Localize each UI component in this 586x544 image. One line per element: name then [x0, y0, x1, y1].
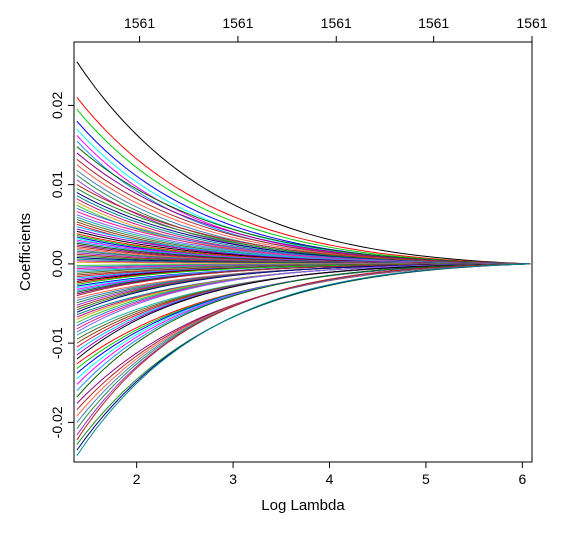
- x-tick-label: 5: [422, 471, 430, 487]
- x-axis-bottom: 2 3 4 5 6: [133, 462, 527, 487]
- top-tick-label: 1561: [222, 15, 253, 31]
- coefficient-paths: [77, 62, 530, 456]
- regularization-path-chart: 23456 -0.02-0.010.000.010.02 15611561156…: [0, 0, 586, 544]
- coefficient-path: [77, 264, 530, 343]
- top-tick-label: 1561: [321, 15, 352, 31]
- y-tick-label: -0.01: [49, 327, 65, 359]
- top-tick-label: 1561: [418, 15, 449, 31]
- y-axis-left: -0.02 -0.01 0.00 0.01 0.02: [49, 92, 74, 439]
- x-tick-label: 6: [518, 471, 526, 487]
- x-tick-label: 2: [133, 471, 141, 487]
- y-axis-label: Coefficients: [17, 213, 34, 291]
- y-tick-label: 0.00: [49, 250, 65, 277]
- y-tick-label: 0.02: [49, 92, 65, 119]
- top-tick-label: 1561: [124, 15, 155, 31]
- x-axis-top: 1561 1561 1561 1561 1561: [124, 15, 548, 42]
- y-tick-label: -0.02: [49, 406, 65, 438]
- x-tick-label: 3: [229, 471, 237, 487]
- x-tick-label: 4: [326, 471, 334, 487]
- top-tick-label: 1561: [516, 15, 547, 31]
- y-tick-label: 0.01: [49, 171, 65, 198]
- chart-svg: 23456 -0.02-0.010.000.010.02 15611561156…: [0, 0, 586, 544]
- x-axis-label: Log Lambda: [261, 497, 345, 514]
- coefficient-path: [77, 62, 530, 264]
